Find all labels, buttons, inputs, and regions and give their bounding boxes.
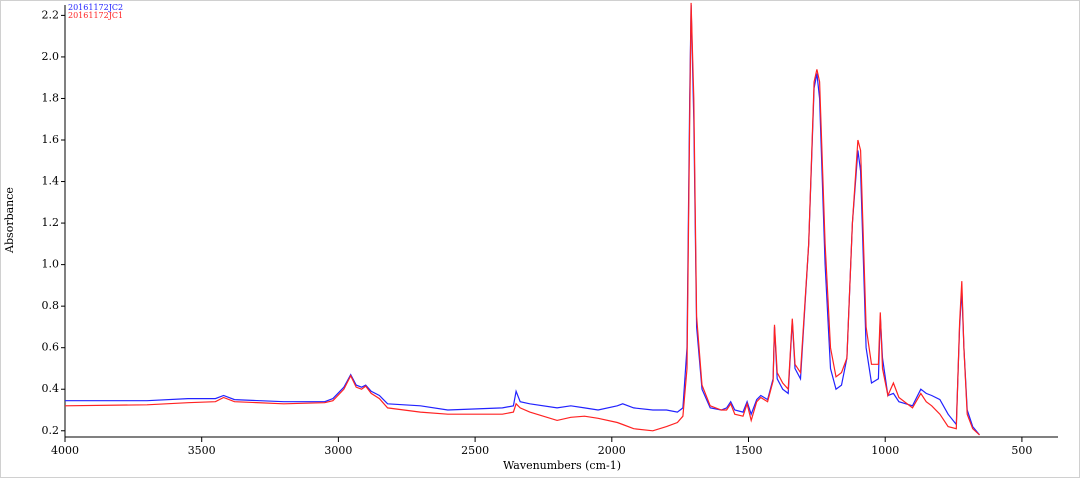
y-tick-label: 1.6 [42, 133, 60, 146]
x-tick-label: 1500 [735, 444, 763, 457]
legend-entry: 20161172JC1 [68, 11, 123, 20]
x-tick-label: 4000 [51, 444, 79, 457]
x-axis-label: Wavenumbers (cm-1) [503, 459, 621, 472]
y-axis-label: Absorbance [3, 187, 16, 254]
y-tick-label: 2.0 [42, 50, 60, 63]
x-tick-label: 2000 [598, 444, 626, 457]
y-tick-label: 0.4 [42, 382, 60, 395]
y-tick-label: 0.2 [42, 424, 60, 437]
y-tick-label: 1.0 [42, 258, 60, 271]
y-tick-label: 2.2 [42, 8, 60, 21]
spectrum-line [65, 4, 980, 436]
y-tick-label: 1.2 [42, 216, 60, 229]
y-tick-label: 1.8 [42, 91, 60, 104]
x-tick-label: 500 [1011, 444, 1032, 457]
x-tick-label: 3000 [324, 444, 352, 457]
legend-entry: 20161172JC2 [68, 3, 123, 12]
x-tick-label: 3500 [188, 444, 216, 457]
spectrum-line [64, 2, 980, 436]
y-tick-label: 0.6 [42, 341, 60, 354]
y-tick-label: 1.4 [42, 175, 60, 188]
x-tick-label: 1000 [871, 444, 899, 457]
x-tick-label: 2500 [461, 444, 489, 457]
y-tick-label: 0.8 [42, 299, 60, 312]
